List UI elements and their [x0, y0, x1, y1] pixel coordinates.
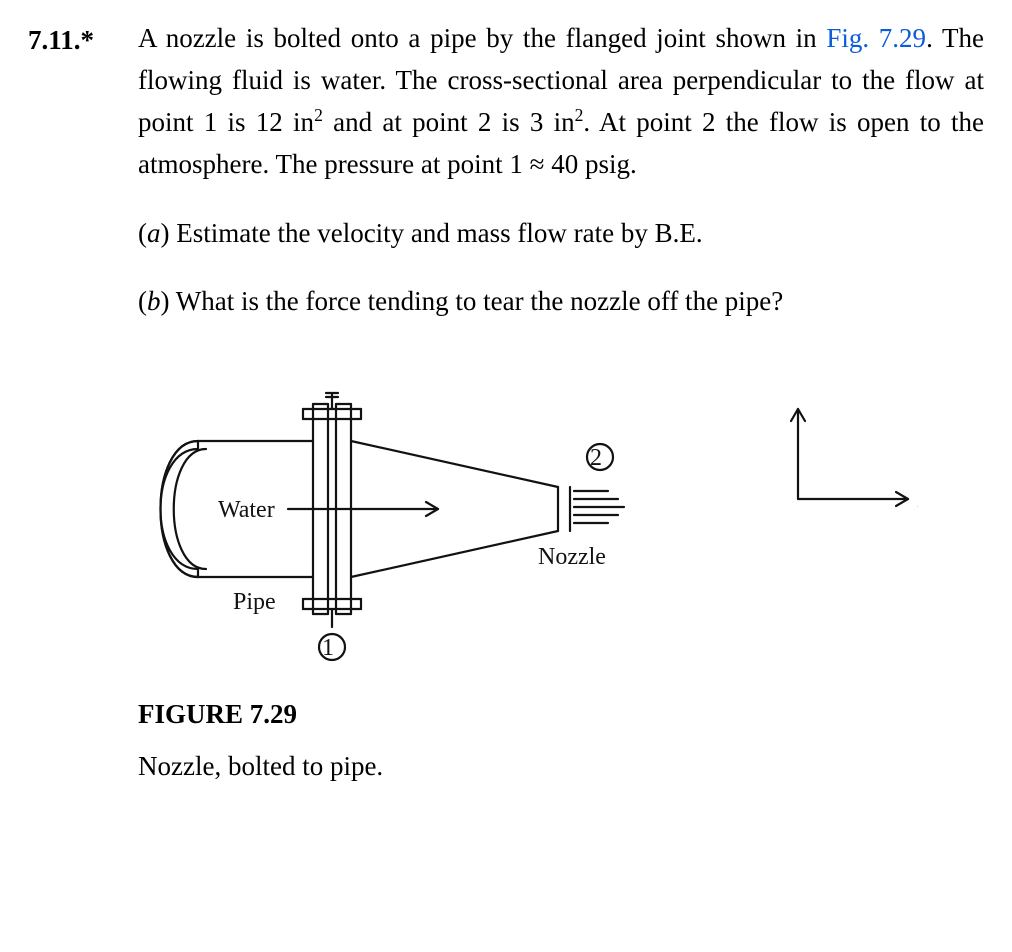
problem-number: 7.11.*	[28, 18, 138, 61]
label-point-2: 2	[590, 445, 602, 471]
problem-block: 7.11.* A nozzle is bolted onto a pipe by…	[28, 18, 984, 788]
label-pipe: Pipe	[233, 589, 276, 615]
part-a-text: Estimate the velocity and mass flow rate…	[176, 218, 702, 248]
figure-caption-sub: Nozzle, bolted to pipe.	[138, 746, 984, 788]
figure-reference: Fig. 7.29	[826, 23, 926, 53]
label-water: Water	[218, 497, 275, 523]
label-axis-x: x	[917, 487, 918, 513]
part-b-text: What is the force tending to tear the no…	[176, 286, 784, 316]
label-point-1: 1	[322, 635, 334, 661]
part-a: (a) Estimate the velocity and mass flow …	[138, 213, 984, 255]
part-b: (b) What is the force tending to tear th…	[138, 281, 984, 323]
label-nozzle: Nozzle	[538, 544, 606, 570]
problem-body: A nozzle is bolted onto a pipe by the fl…	[138, 18, 984, 788]
figure-area: Water Pipe Nozzle 2 1 x FIGURE 7.29 Nozz…	[138, 349, 984, 788]
page: 7.11.* A nozzle is bolted onto a pipe by…	[0, 0, 1012, 808]
intro-text-3: and at point 2 is 3 in	[323, 107, 575, 137]
sup-2a: 2	[314, 105, 323, 125]
figure-svg: Water Pipe Nozzle 2 1 x	[138, 349, 918, 669]
figure-caption-title: FIGURE 7.29	[138, 694, 984, 736]
intro-text-1: A nozzle is bolted onto a pipe by the fl…	[138, 23, 826, 53]
part-b-label: b	[147, 286, 161, 316]
problem-intro: A nozzle is bolted onto a pipe by the fl…	[138, 18, 984, 185]
part-a-label: a	[147, 218, 161, 248]
